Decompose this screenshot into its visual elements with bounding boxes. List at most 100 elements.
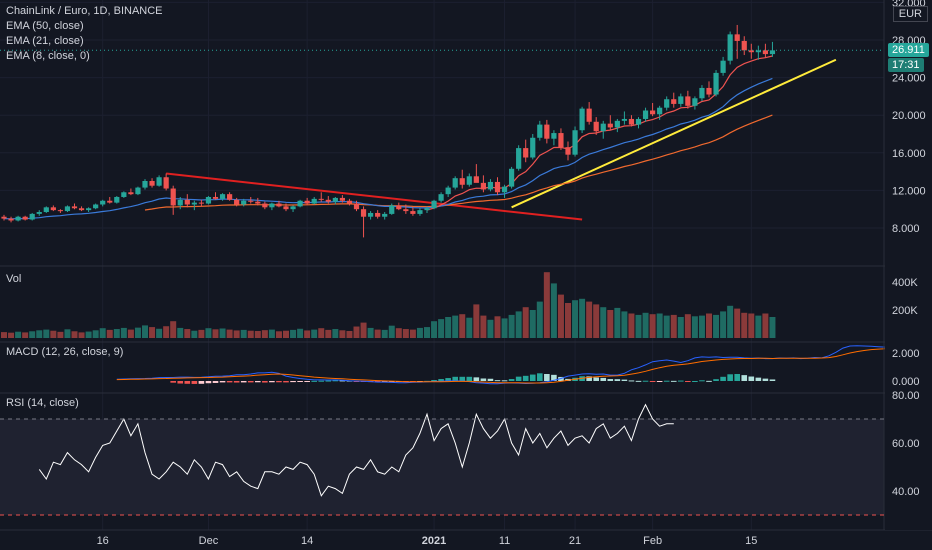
volume-bar xyxy=(233,330,240,338)
macd-histogram-bar xyxy=(692,381,698,382)
volume-bar xyxy=(78,332,85,338)
volume-bar xyxy=(550,283,557,338)
macd-histogram-bar xyxy=(501,380,508,382)
volume-bar xyxy=(106,329,113,338)
volume-bar xyxy=(452,315,459,338)
volume-bar xyxy=(473,304,480,338)
macd-histogram-bar xyxy=(198,381,205,384)
symbol-title[interactable]: ChainLink / Euro, 1D, BINANCE xyxy=(6,5,163,17)
pane-separators[interactable] xyxy=(0,0,932,531)
volume-bar xyxy=(205,328,212,338)
candle-body xyxy=(276,203,282,207)
macd-histogram-bar xyxy=(537,373,543,381)
ema-50-label[interactable]: EMA (50, close) xyxy=(6,20,84,32)
macd-histogram-bar xyxy=(283,381,289,383)
rsi-pane-title[interactable]: RSI (14, close) xyxy=(6,397,79,409)
macd-histogram-bar xyxy=(713,379,719,381)
candle-body xyxy=(565,147,571,155)
volume-bar xyxy=(1,332,7,338)
macd-histogram-bar xyxy=(438,379,444,381)
trend-lines[interactable] xyxy=(166,58,837,221)
time-tick-label: Feb xyxy=(643,535,662,547)
volume-bar xyxy=(36,330,43,338)
ema-21-label[interactable]: EMA (21, close) xyxy=(6,35,84,47)
volume-bar xyxy=(727,305,734,338)
volume-bar xyxy=(431,321,438,338)
candle-body xyxy=(100,200,106,205)
volume-bar xyxy=(156,328,163,338)
volume-bar xyxy=(64,329,71,338)
macd-pane-title[interactable]: MACD (12, 26, close, 9) xyxy=(6,346,124,358)
macd-histogram-bar xyxy=(685,381,691,382)
currency-button[interactable]: EUR xyxy=(892,6,928,22)
time-tick-label: Dec xyxy=(199,535,219,547)
macd-histogram-bar xyxy=(755,377,762,381)
candle-body xyxy=(410,211,416,214)
volume-bar xyxy=(360,322,367,338)
price-tick-label: 8.000 xyxy=(892,223,920,235)
macd-histogram-bar xyxy=(551,374,557,381)
volume-tick-label: 200K xyxy=(892,305,918,317)
candle-body xyxy=(734,34,740,41)
volume-bar xyxy=(677,317,684,338)
macd-histogram-bar xyxy=(459,376,466,381)
macd-histogram-bar xyxy=(219,381,226,383)
volume-bar xyxy=(572,300,579,338)
macd-histogram-bar xyxy=(276,381,282,383)
candles[interactable] xyxy=(0,24,884,238)
candle-body xyxy=(283,206,289,210)
candle-body xyxy=(8,218,14,221)
candle-body xyxy=(516,148,522,169)
rsi-tick-label: 60.00 xyxy=(892,438,920,450)
candle-body xyxy=(64,206,71,212)
candle-body xyxy=(692,98,698,106)
macd-histogram-bar xyxy=(678,380,684,382)
volume-bar xyxy=(748,313,755,338)
candle-body xyxy=(149,181,155,186)
macd-histogram-bar xyxy=(487,378,494,381)
volume-bar xyxy=(536,301,543,338)
volume-pane-title[interactable]: Vol xyxy=(6,273,22,285)
candle-body xyxy=(607,123,613,128)
volume-bar xyxy=(487,319,494,338)
volume-bar xyxy=(191,330,198,338)
candle-body xyxy=(600,123,606,132)
price-axis[interactable]: 32.00028.00024.00020.00016.00012.0008.00… xyxy=(885,0,932,530)
volume-bar xyxy=(593,304,600,338)
volume-bar xyxy=(649,314,656,338)
macd-histogram-bar xyxy=(381,381,388,383)
candle-body xyxy=(191,202,197,205)
volume-bar xyxy=(741,312,748,338)
candle-body xyxy=(459,178,465,185)
candle-body xyxy=(720,60,726,73)
candle-body xyxy=(332,197,338,202)
candle-body xyxy=(445,187,451,195)
volume-bar xyxy=(522,307,529,338)
candle-body xyxy=(685,96,691,106)
volume-bar xyxy=(579,298,586,338)
candle-body xyxy=(748,50,754,53)
candle-body xyxy=(205,196,212,204)
macd-histogram-bar xyxy=(642,380,649,382)
macd-histogram-bar xyxy=(670,380,677,382)
volume-bar xyxy=(170,321,177,338)
candle-body xyxy=(248,200,254,202)
volume-bar xyxy=(29,331,36,338)
macd-histogram-bar xyxy=(699,380,705,382)
candle-body xyxy=(671,99,677,104)
candle-body xyxy=(269,203,275,208)
ema-8-label[interactable]: EMA (8, close, 0) xyxy=(6,50,90,62)
volume-bar xyxy=(691,316,698,338)
volume-bar xyxy=(297,328,304,338)
volume-bar xyxy=(50,330,57,338)
macd-histogram-bar xyxy=(494,380,501,382)
time-axis[interactable]: 16 Dec 14 2021 11 21 Feb 15 xyxy=(97,535,758,547)
macd-histogram-bar xyxy=(191,381,198,384)
macd-histogram-bar xyxy=(466,376,473,381)
candle-body xyxy=(29,213,35,220)
volume-bar xyxy=(120,327,127,338)
macd-histogram-bar xyxy=(529,374,536,381)
macd-histogram-bar xyxy=(706,380,712,382)
candle-body xyxy=(586,108,592,122)
